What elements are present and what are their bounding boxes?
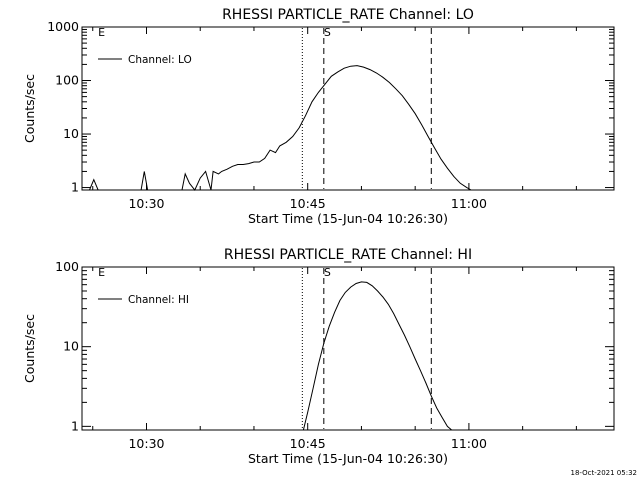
y-tick-label: 10 — [63, 339, 79, 354]
panel-hi: RHESSI PARTICLE_RATE Channel: HI 10:30 10:… — [22, 247, 615, 466]
footer-timestamp: 18-Oct-2021 05:32 — [571, 469, 637, 477]
series-line — [302, 281, 453, 431]
plot-frame — [81, 266, 615, 431]
plot-frame — [81, 26, 615, 191]
x-tick-label: 11:00 — [451, 436, 487, 451]
x-tick-label: 10:45 — [290, 436, 326, 451]
x-tick-label: 10:30 — [128, 196, 164, 211]
y-tick-label: 1 — [71, 418, 79, 433]
event-marker-e: E — [98, 266, 105, 279]
event-marker-s: S — [324, 266, 331, 279]
event-marker-s: S — [324, 26, 331, 39]
y-tick-label: 100 — [55, 73, 79, 88]
x-tick-label: 10:45 — [290, 196, 326, 211]
y-tick-label: 1000 — [47, 19, 79, 34]
y-tick-label: 10 — [63, 126, 79, 141]
y-axis-label: Counts/sec — [22, 314, 37, 383]
chart-title: RHESSI PARTICLE_RATE Channel: LO — [222, 7, 474, 23]
x-tick-label: 11:00 — [451, 196, 487, 211]
x-axis-label: Start Time (15-Jun-04 10:26:30) — [248, 211, 448, 226]
panel-lo: RHESSI PARTICLE_RATE Channel: LO 10:30 10:… — [22, 7, 615, 226]
x-tick-label: 10:30 — [128, 436, 164, 451]
y-tick-label: 100 — [55, 259, 79, 274]
chart-title: RHESSI PARTICLE_RATE Channel: HI — [224, 247, 472, 263]
event-marker-e: E — [98, 26, 105, 39]
legend-label: Channel: LO — [128, 54, 192, 66]
series-line — [89, 65, 472, 191]
y-axis-label: Counts/sec — [22, 74, 37, 143]
x-axis-label: Start Time (15-Jun-04 10:26:30) — [248, 451, 448, 466]
legend-label: Channel: HI — [128, 294, 189, 306]
y-tick-label: 1 — [71, 180, 79, 195]
